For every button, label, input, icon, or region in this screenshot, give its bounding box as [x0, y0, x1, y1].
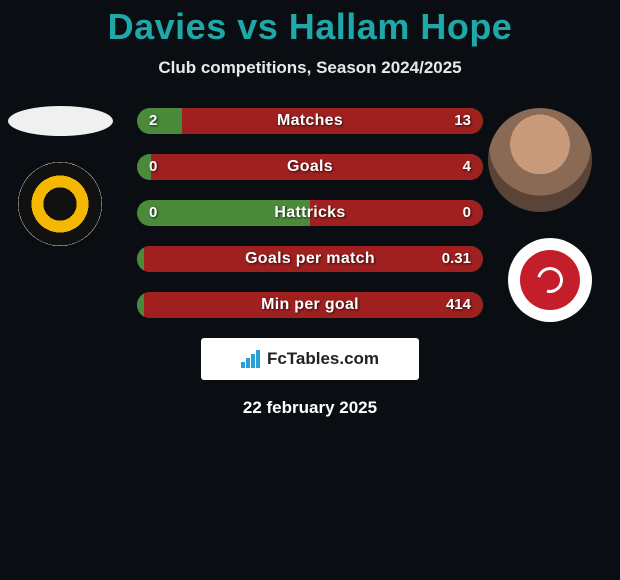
club-left-badge: [18, 162, 102, 246]
stat-row: 00Hattricks: [137, 200, 483, 226]
stat-row: 04Goals: [137, 154, 483, 180]
brand-text: FcTables.com: [267, 349, 379, 369]
date-label: 22 february 2025: [0, 398, 620, 418]
stat-row: 213Matches: [137, 108, 483, 134]
shrimp-icon: [532, 262, 568, 298]
stat-label: Matches: [137, 108, 483, 134]
stat-row: 414Min per goal: [137, 292, 483, 318]
bars-icon: [241, 350, 263, 368]
comparison-content: 213Matches 04Goals 00Hattricks 0.31Goals pe…: [0, 106, 620, 418]
stat-label: Goals per match: [137, 246, 483, 272]
stat-label: Min per goal: [137, 292, 483, 318]
stats-bars: 213Matches 04Goals 00Hattricks 0.31Goals pe…: [137, 106, 483, 318]
page-title: Davies vs Hallam Hope: [0, 0, 620, 48]
stat-label: Goals: [137, 154, 483, 180]
subtitle: Club competitions, Season 2024/2025: [0, 58, 620, 78]
club-right-badge: [508, 238, 592, 322]
stat-label: Hattricks: [137, 200, 483, 226]
player-right-photo: [488, 108, 592, 212]
stat-row: 0.31Goals per match: [137, 246, 483, 272]
brand-box: FcTables.com: [201, 338, 419, 380]
player-left-photo: [8, 106, 113, 136]
